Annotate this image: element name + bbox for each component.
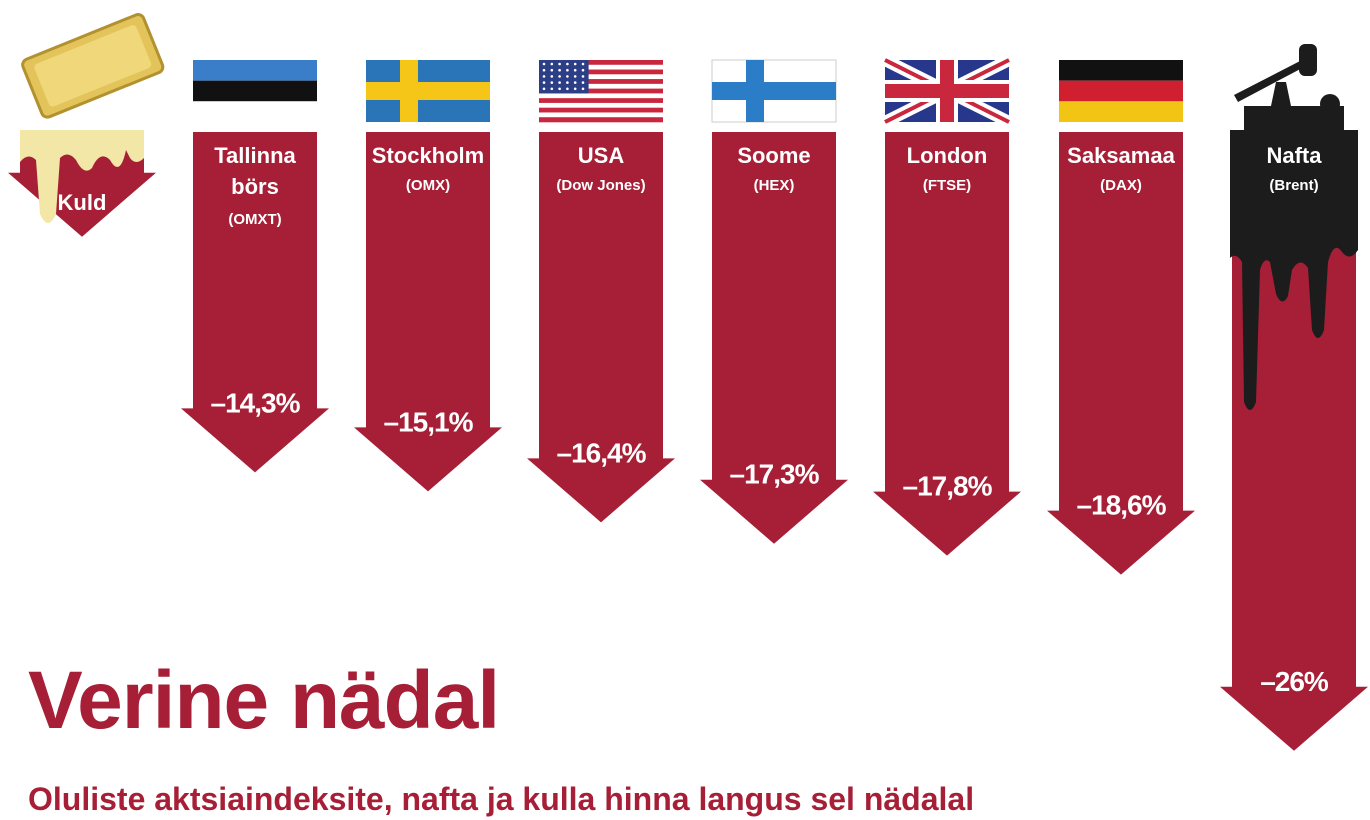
value-label-stockholm: –15,1% [384, 406, 474, 437]
label-kuld: Kuld [58, 190, 107, 215]
sublabel-saksamaa: (DAX) [1100, 177, 1142, 194]
value-label-soome: –17,3% [730, 459, 820, 490]
usa-flag-icon [539, 60, 663, 123]
page-title: Verine nädal [28, 655, 500, 746]
sublabel-tallinna-b-rs: (OMXT) [228, 211, 281, 228]
sweden-flag-icon [366, 60, 490, 122]
arrow-bar-soome [700, 132, 848, 544]
sublabel-usa: (Dow Jones) [556, 177, 645, 194]
gold-drip [20, 130, 144, 223]
value-label-usa: –16,4% [557, 437, 647, 468]
page-subtitle: Oluliste aktsiaindeksite, nafta ja kulla… [28, 781, 975, 817]
value-label-london: –17,8% [903, 471, 993, 502]
label-tallinna-b-rs-2: börs [231, 174, 279, 199]
label-soome: Soome [737, 143, 810, 168]
label-london: London [907, 143, 988, 168]
value-label-saksamaa: –18,6% [1077, 490, 1167, 521]
oil-pump-icon [1234, 44, 1344, 130]
label-tallinna-b-rs-1: Tallinna [214, 143, 296, 168]
label-nafta: Nafta [1266, 143, 1322, 168]
label-usa: USA [578, 143, 625, 168]
arrow-bar-usa [527, 132, 675, 523]
arrow-bar-saksamaa [1047, 132, 1195, 575]
value-label-nafta: –26% [1260, 666, 1329, 697]
sublabel-nafta: (Brent) [1269, 177, 1318, 194]
arrow-bar-stockholm [354, 132, 502, 492]
oil-drip [1230, 130, 1358, 410]
uk-flag-icon [882, 54, 1012, 128]
germany-flag-icon [1059, 60, 1183, 122]
value-label-kuld: –4,4% [45, 231, 120, 262]
label-stockholm: Stockholm [372, 143, 484, 168]
sublabel-stockholm: (OMX) [406, 177, 450, 194]
gold-bar-icon [21, 13, 165, 119]
arrow-bar-london [873, 132, 1021, 556]
sublabel-soome: (HEX) [754, 177, 795, 194]
arrow-bar-tallinna-b-rs [181, 132, 329, 473]
finland-flag-icon [711, 59, 837, 123]
sublabel-london: (FTSE) [923, 177, 971, 194]
estonia-flag-icon [193, 60, 317, 122]
value-label-tallinna-b-rs: –14,3% [211, 387, 301, 418]
label-saksamaa: Saksamaa [1067, 143, 1175, 168]
